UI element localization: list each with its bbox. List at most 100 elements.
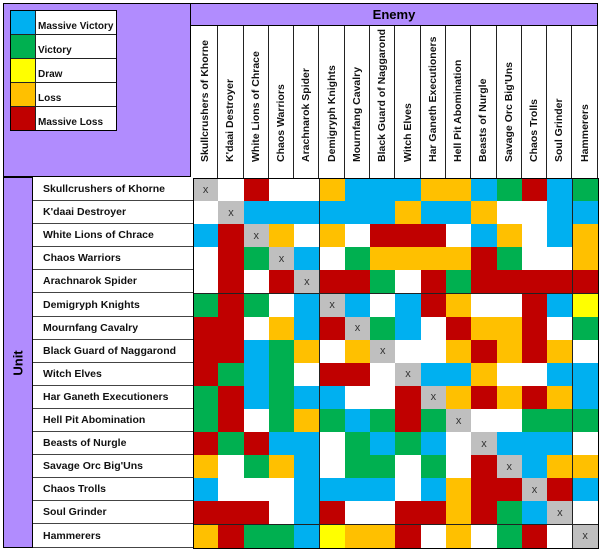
matchup-cell [319, 409, 346, 434]
matchup-cell [319, 362, 346, 387]
matchup-cell [370, 409, 397, 434]
matchup-cell [218, 385, 245, 410]
matchup-cell [268, 455, 296, 480]
matchup-cell [420, 524, 447, 549]
matchup-cell [370, 316, 397, 341]
enemy-header: Enemy [191, 3, 598, 26]
matchup-cell [496, 501, 523, 526]
matchup-cell [547, 270, 574, 295]
column-header: Chaos Trolls [521, 26, 548, 178]
column-header: Beasts of Nurgle [471, 26, 497, 178]
matchup-cell [218, 409, 245, 434]
matchup-cell [344, 524, 372, 549]
matchup-cell [496, 270, 523, 295]
matchup-cell [547, 409, 574, 434]
column-header: Mournfang Cavalry [344, 26, 371, 178]
legend-item: Loss [11, 83, 116, 107]
matchup-cell [496, 339, 523, 364]
matchup-cell [395, 432, 422, 457]
matchup-cell [572, 409, 599, 434]
matchup-cell [193, 270, 220, 295]
matchup-cell [521, 224, 549, 249]
matchup-cell [420, 270, 447, 295]
column-header-label: Arachnarok Spider [300, 68, 313, 162]
matchup-cell [547, 224, 574, 249]
matchup-cell [294, 316, 321, 341]
matchup-cell [370, 385, 397, 410]
row-header: Savage Orc Big'Uns [33, 455, 193, 479]
matchup-cell [268, 362, 296, 387]
matchup-cell [547, 385, 574, 410]
matchup-cell [268, 501, 296, 526]
unit-header: Unit [10, 349, 26, 376]
matchup-cell [395, 455, 422, 480]
matchup-cell [420, 247, 447, 272]
matchup-cell [344, 178, 372, 203]
matchup-cell [344, 293, 372, 318]
matchup-cell [547, 524, 574, 549]
matchup-cell [370, 478, 397, 503]
self-cell: x [471, 432, 498, 457]
matchup-cell [218, 339, 245, 364]
matchup-cell [294, 455, 321, 480]
matchup-cell [294, 178, 321, 203]
matchup-cell [395, 293, 422, 318]
matchup-cell [420, 339, 447, 364]
matchup-cell [294, 224, 321, 249]
column-header: Chaos Warriors [268, 26, 295, 178]
matchup-cell [294, 501, 321, 526]
matchup-cell [446, 385, 473, 410]
matchup-cell [521, 362, 549, 387]
matchup-cell [319, 339, 346, 364]
matchup-cell [243, 293, 270, 318]
matchup-cell [572, 247, 599, 272]
matchup-cell [547, 432, 574, 457]
matchup-cell [572, 178, 599, 203]
matchup-cell [496, 432, 523, 457]
self-cell: x [218, 201, 245, 226]
matchup-cell [496, 247, 523, 272]
matchup-cell [268, 293, 296, 318]
matchup-cell [547, 362, 574, 387]
column-header: Hammerers [572, 26, 598, 178]
legend-label: Loss [38, 93, 62, 104]
column-header: Demigryph Knights [319, 26, 345, 178]
matchup-cell [446, 201, 473, 226]
matchup-cell [243, 201, 270, 226]
matchup-cell [268, 224, 296, 249]
self-cell: x [319, 293, 346, 318]
matchup-cell [243, 432, 270, 457]
matchup-cell [344, 409, 372, 434]
legend-label: Draw [38, 69, 63, 80]
matchup-cell [268, 339, 296, 364]
column-header-label: Black Guard of Naggarond [376, 28, 389, 162]
matchup-cell [319, 201, 346, 226]
matchup-cell [572, 478, 599, 503]
matchup-cell [471, 270, 498, 295]
matchup-cell [319, 455, 346, 480]
self-cell: x [294, 270, 321, 295]
matchup-cell [446, 455, 473, 480]
matchup-cell [243, 178, 270, 203]
matchup-cell [370, 524, 397, 549]
matchup-cell [521, 270, 549, 295]
matchup-cell [521, 247, 549, 272]
matchup-cell [446, 224, 473, 249]
column-header: K'daai Destroyer [218, 26, 244, 178]
matchup-cell [268, 478, 296, 503]
matchup-cell [496, 316, 523, 341]
matchup-cell [446, 316, 473, 341]
matchup-cell [218, 478, 245, 503]
matchup-cell [243, 524, 270, 549]
matchup-cell [471, 455, 498, 480]
column-header: Skullcrushers of Khorne [193, 26, 219, 178]
row-header: Hammerers [33, 524, 193, 548]
matchup-cell [319, 385, 346, 410]
self-cell: x [243, 224, 270, 249]
matchup-cell [496, 201, 523, 226]
column-header-label: Chaos Trolls [528, 98, 541, 162]
self-cell: x [420, 385, 447, 410]
matchup-cell [572, 339, 599, 364]
column-header: Savage Orc Big'Uns [496, 26, 522, 178]
matchup-cell [572, 270, 599, 295]
